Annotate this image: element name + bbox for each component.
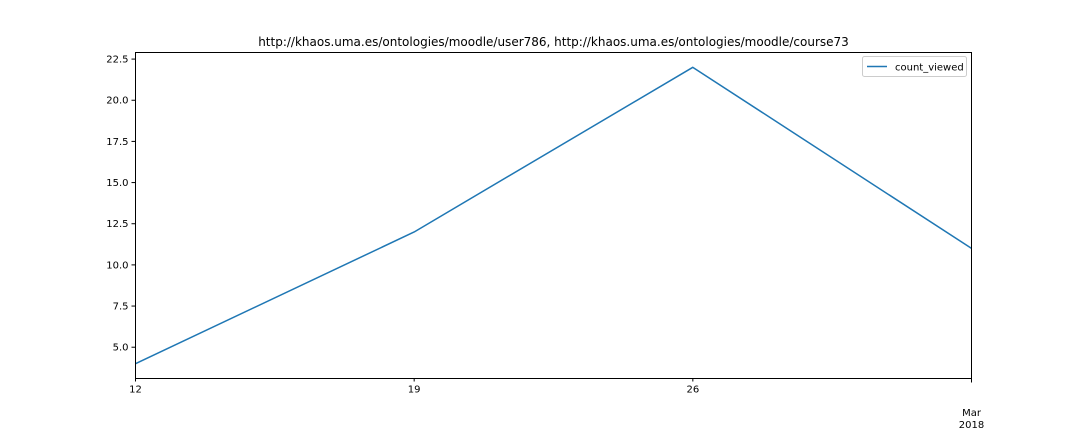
series-line-count-viewed xyxy=(135,66,972,365)
legend-box xyxy=(862,56,967,77)
y-tick-label: 7.5 xyxy=(113,302,129,313)
y-tick-label: 5.0 xyxy=(113,343,129,354)
y-axis-ticks: 5.0 7.5 10.0 12.5 15.0 17.5 20.0 22.5 xyxy=(106,55,136,354)
legend-label-count-viewed: count_viewed xyxy=(895,63,964,74)
x-tick-label: 19 xyxy=(408,385,421,396)
chart-title: http://khaos.uma.es/ontologies/moodle/us… xyxy=(258,35,849,49)
y-tick-label: 15.0 xyxy=(106,178,128,189)
legend: count_viewed xyxy=(862,56,967,77)
y-tick-label: 20.0 xyxy=(106,96,128,107)
series-layer xyxy=(135,66,972,365)
x-tick-label: 12 xyxy=(129,385,142,396)
plot-frame xyxy=(135,52,972,379)
y-tick-label: 17.5 xyxy=(106,137,128,148)
y-tick-label: 22.5 xyxy=(106,55,128,66)
x-tick-label: 26 xyxy=(686,385,699,396)
y-tick-label: 12.5 xyxy=(106,219,128,230)
y-tick-label: 10.0 xyxy=(106,260,128,271)
x-tick-label-year: 2018 xyxy=(959,420,984,431)
x-tick-label: Mar xyxy=(962,408,982,419)
